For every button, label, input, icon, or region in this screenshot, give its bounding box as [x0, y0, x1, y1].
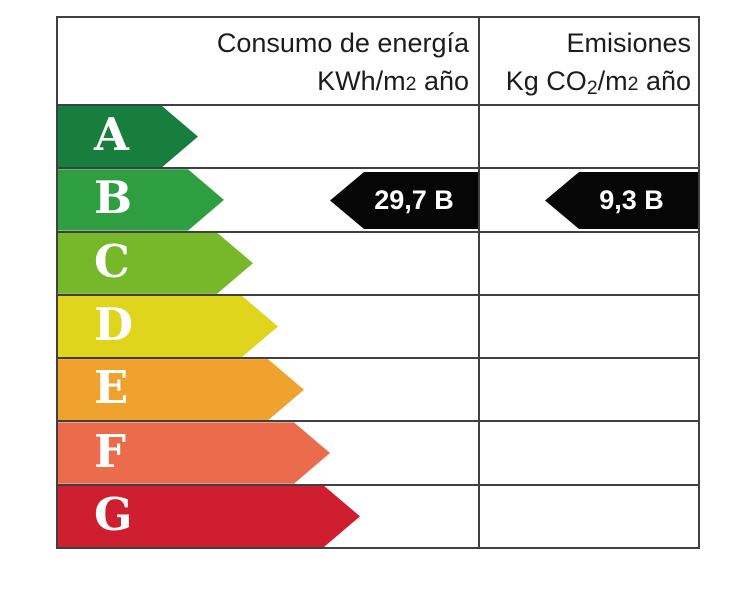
rating-row-g: G — [58, 485, 698, 547]
energy-rating-table: Consumo de energía KWh/m2 año Emisiones … — [56, 16, 700, 549]
emissions-unit-middle: /m — [597, 66, 628, 96]
consumption-unit-suffix: año — [416, 66, 469, 96]
rating-arrow-f: F — [58, 422, 330, 483]
emissions-unit-suffix: año — [638, 66, 691, 96]
rating-letter-g: G — [94, 487, 133, 541]
rating-letter-f: F — [94, 424, 126, 478]
consumption-unit-text: KWh/m — [317, 66, 406, 96]
rating-arrow-c: C — [58, 233, 253, 294]
rating-row-c: C — [58, 232, 698, 296]
rating-letter-c: C — [94, 234, 130, 288]
rating-arrow-d: D — [58, 296, 278, 357]
emissions-rating-value: 9,3 B — [599, 185, 664, 215]
emissions-header: Emisiones Kg CO2/m2 año — [480, 18, 698, 104]
rating-letter-e: E — [94, 361, 129, 415]
rating-letter-a: A — [94, 108, 129, 162]
emissions-rating-arrow: 9,3 B — [545, 172, 698, 229]
rating-letter-d: D — [94, 297, 134, 351]
consumption-rating-arrow: 29,7 B — [330, 172, 478, 229]
consumption-rating-value: 29,7 B — [374, 185, 454, 215]
consumption-unit-exponent: 2 — [405, 73, 417, 95]
rating-row-a: A — [58, 106, 698, 170]
emissions-co2-subscript: 2 — [586, 77, 598, 100]
rating-row-e: E — [58, 359, 698, 423]
consumption-header-line2: KWh/m2 año — [58, 62, 469, 103]
emissions-header-line1: Emisiones — [566, 28, 691, 58]
emissions-header-line2: Kg CO2/m2 año — [482, 62, 691, 103]
rating-arrow-b: B — [58, 169, 224, 230]
rating-row-d: D — [58, 295, 698, 360]
rating-arrow-e: E — [58, 359, 304, 420]
table-header: Consumo de energía KWh/m2 año Emisiones … — [58, 18, 698, 106]
rating-letter-b: B — [94, 171, 133, 225]
rating-arrow-g: G — [58, 486, 360, 547]
emissions-unit-text: Kg CO — [505, 66, 587, 96]
rating-arrow-a: A — [58, 106, 198, 167]
consumption-header-line1: Consumo de energía — [216, 28, 469, 58]
column-divider — [478, 106, 480, 547]
consumption-header: Consumo de energía KWh/m2 año — [58, 18, 480, 104]
rating-row-f: F — [58, 422, 698, 486]
emissions-unit-exponent: 2 — [627, 73, 639, 95]
